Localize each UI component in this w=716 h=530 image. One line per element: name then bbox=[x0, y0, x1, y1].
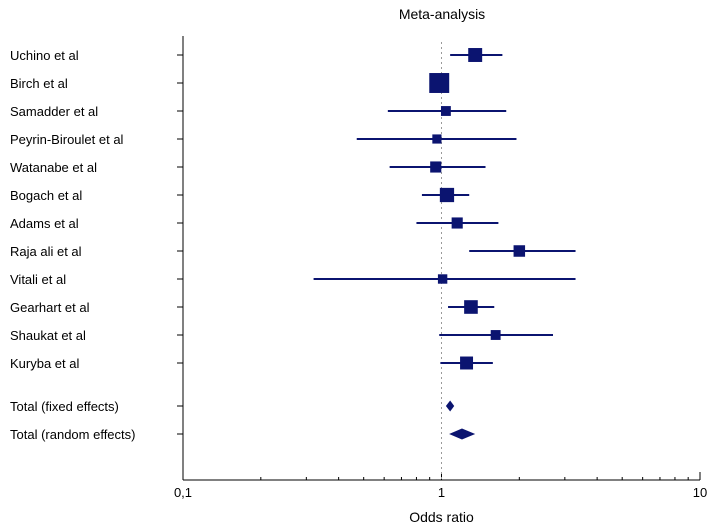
study-label: Adams et al bbox=[10, 216, 79, 231]
point-estimate-square bbox=[513, 245, 526, 257]
x-axis-label: Odds ratio bbox=[409, 509, 474, 525]
study-label: Birch et al bbox=[10, 76, 68, 91]
point-estimate-square bbox=[437, 274, 448, 284]
point-estimate-square bbox=[451, 217, 463, 229]
study-label: Watanabe et al bbox=[10, 160, 97, 175]
study-label: Kuryba et al bbox=[10, 356, 79, 371]
point-estimate-square bbox=[464, 300, 478, 314]
study-label: Samadder et al bbox=[10, 104, 98, 119]
point-estimate-square bbox=[430, 161, 442, 173]
study-label: Peyrin-Biroulet et al bbox=[10, 132, 124, 147]
study-label: Raja ali et al bbox=[10, 244, 82, 259]
study-label: Gearhart et al bbox=[10, 300, 90, 315]
study-label: Shaukat et al bbox=[10, 328, 86, 343]
point-estimate-square bbox=[468, 48, 483, 62]
study-label: Vitali et al bbox=[10, 272, 66, 287]
study-label: Bogach et al bbox=[10, 188, 82, 203]
total-label: Total (fixed effects) bbox=[10, 399, 119, 414]
x-tick-label: 0,1 bbox=[174, 485, 192, 500]
point-estimate-square bbox=[440, 106, 451, 116]
chart-title: Meta-analysis bbox=[398, 6, 486, 22]
total-diamond bbox=[449, 428, 476, 440]
total-diamond bbox=[445, 400, 455, 412]
x-tick-label: 1 bbox=[438, 485, 445, 500]
study-label: Uchino et al bbox=[10, 48, 79, 63]
point-estimate-square bbox=[439, 187, 455, 203]
point-estimate-square bbox=[432, 134, 442, 144]
point-estimate-square bbox=[490, 330, 501, 340]
total-label: Total (random effects) bbox=[10, 427, 135, 442]
point-estimate-square bbox=[460, 356, 474, 370]
point-estimate-square bbox=[429, 73, 450, 93]
x-tick-label: 10 bbox=[693, 485, 707, 500]
